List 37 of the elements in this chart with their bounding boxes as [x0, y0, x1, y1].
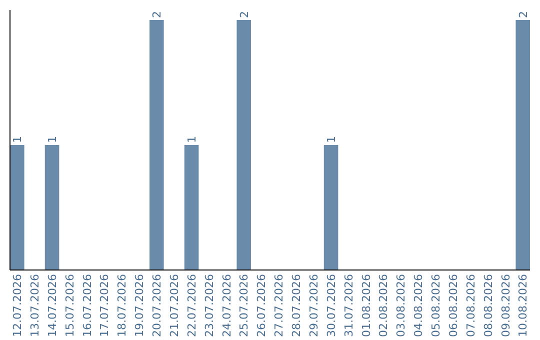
x-tick-label: 23.07.2026 — [202, 274, 216, 337]
x-tick-label: 09.08.2026 — [499, 274, 512, 337]
x-tick-label: 27.07.2026 — [272, 274, 286, 337]
x-tick-label: 06.08.2026 — [446, 274, 460, 337]
x-tick-label: 10.08.2026 — [516, 274, 530, 337]
x-tick-label: 07.08.2026 — [464, 274, 478, 337]
x-tick-label: 30.07.2026 — [324, 274, 338, 337]
x-tick-label: 01.08.2026 — [360, 274, 373, 337]
x-tick-label: 16.07.2026 — [80, 274, 94, 337]
x-tick-label: 21.07.2026 — [168, 274, 181, 337]
x-tick-label: 14.07.2026 — [46, 274, 59, 337]
x-tick-label: 25.07.2026 — [238, 274, 251, 337]
data-label: 1 — [46, 136, 60, 143]
x-tick-label: 17.07.2026 — [98, 274, 112, 337]
x-tick-label: 31.07.2026 — [342, 274, 356, 337]
x-tick-label: 28.07.2026 — [290, 274, 304, 337]
x-tick-label: 29.07.2026 — [307, 274, 320, 337]
data-label: 2 — [516, 11, 530, 18]
x-tick-label: 24.07.2026 — [220, 274, 234, 337]
x-tick-label: 20.07.2026 — [150, 274, 164, 337]
x-tick-label: 12.07.2026 — [11, 274, 24, 337]
x-tick-label: 22.07.2026 — [185, 274, 198, 337]
x-tick-label: 03.08.2026 — [394, 274, 408, 337]
x-tick-label: 13.07.2026 — [28, 274, 42, 337]
x-tick-label: 02.08.2026 — [377, 274, 390, 337]
x-tick-label: 18.07.2026 — [116, 274, 129, 337]
x-tick-label: 04.08.2026 — [412, 274, 426, 337]
data-label: 2 — [238, 11, 251, 18]
x-tick-label: 05.08.2026 — [430, 274, 443, 337]
data-label: 1 — [325, 136, 338, 143]
data-label: 1 — [11, 136, 24, 143]
x-tick-label: 19.07.2026 — [133, 274, 146, 337]
data-label: 1 — [186, 136, 199, 143]
x-tick-label: 26.07.2026 — [255, 274, 268, 337]
x-tick-label: 08.08.2026 — [482, 274, 495, 337]
x-tick-label: 15.07.2026 — [63, 274, 76, 337]
data-label: 2 — [150, 11, 164, 18]
